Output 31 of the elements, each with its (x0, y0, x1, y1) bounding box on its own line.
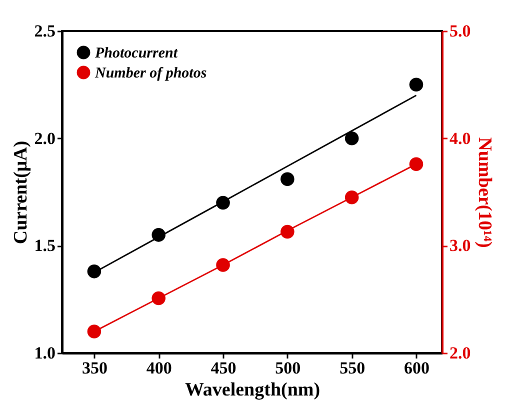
y-tick-label: 2.0 (34, 128, 56, 148)
x-tick-label: 350 (82, 358, 108, 378)
point (152, 291, 166, 306)
point (280, 172, 294, 186)
legend-label: Photocurrent (95, 46, 178, 62)
point (87, 324, 102, 338)
y2-axis-title: Number(10¹⁴) (474, 137, 495, 248)
y2-tick-label: 4.0 (450, 128, 471, 148)
x-tick-label: 550 (340, 358, 366, 378)
point (344, 190, 359, 204)
point (216, 258, 230, 272)
point (87, 264, 102, 278)
y-axis-title: Current(μA) (10, 140, 32, 244)
legend-label: Number of photos (94, 66, 207, 82)
y2-tick-label: 2.0 (450, 344, 471, 362)
y-tick-label: 1.5 (34, 236, 56, 256)
x-tick-label: 500 (275, 358, 301, 378)
y2-tick-label: 5.0 (450, 22, 471, 40)
y-tick-label: 1.0 (34, 344, 56, 362)
x-axis-title: Wavelength(nm) (184, 380, 320, 400)
x-tick-label: 450 (210, 358, 236, 378)
point (409, 78, 424, 92)
y2-tick-label: 3.0 (450, 236, 471, 256)
x-tick-label: 600 (404, 358, 430, 378)
y-tick-label: 2.5 (34, 22, 56, 40)
point (280, 224, 294, 239)
point (216, 196, 230, 210)
point (152, 228, 166, 242)
point (344, 131, 359, 146)
x-tick-label: 400 (146, 358, 172, 378)
point (409, 157, 424, 171)
